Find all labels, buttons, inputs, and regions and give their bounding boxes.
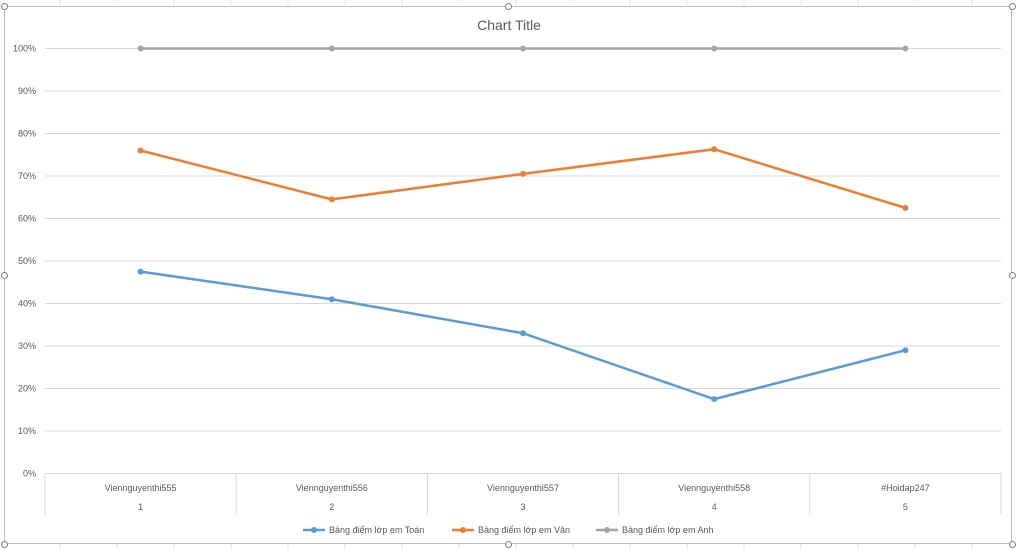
legend-marker	[604, 527, 610, 533]
x-tick-index-label: 2	[329, 502, 334, 512]
legend-marker	[311, 527, 317, 533]
data-point[interactable]	[711, 45, 718, 52]
data-point[interactable]	[520, 45, 526, 52]
y-tick-label: 60%	[18, 214, 36, 224]
data-point[interactable]	[137, 268, 144, 275]
data-point[interactable]	[137, 45, 144, 52]
resize-handle[interactable]	[1008, 540, 1016, 548]
plot-series	[137, 45, 909, 403]
y-tick-label: 30%	[18, 341, 36, 351]
y-tick-label: 100%	[13, 44, 36, 54]
data-point[interactable]	[711, 146, 718, 153]
data-point[interactable]	[711, 396, 718, 403]
y-tick-label: 20%	[18, 384, 36, 394]
resize-handle[interactable]	[504, 2, 512, 10]
x-tick-index-label: 3	[520, 502, 525, 512]
data-point[interactable]	[137, 147, 144, 154]
data-point[interactable]	[328, 296, 335, 303]
y-tick-label: 10%	[18, 426, 36, 436]
data-point[interactable]	[520, 330, 526, 337]
x-tick-index-label: 1	[138, 502, 143, 512]
legend-label: Bảng điểm lớp em Văn	[478, 525, 570, 535]
x-tick-label: Viennguyenthi555	[105, 483, 177, 493]
resize-handle[interactable]	[0, 540, 8, 548]
gridlines	[45, 48, 1001, 474]
x-tick-index-label: 5	[903, 502, 908, 512]
y-tick-label: 80%	[18, 129, 36, 139]
data-point[interactable]	[902, 347, 909, 354]
y-axis-tick-labels: 0% 10% 20% 30% 40% 50% 60% 70% 80% 90% 100%	[13, 44, 36, 479]
data-point[interactable]	[520, 170, 526, 177]
resize-handle[interactable]	[0, 271, 8, 279]
x-tick-label: Viennguyenthi556	[296, 483, 368, 493]
resize-handle[interactable]	[0, 2, 8, 10]
y-tick-label: 0%	[23, 469, 36, 479]
y-tick-label: 90%	[18, 86, 36, 96]
legend-label: Bảng điểm lớp em Anh	[622, 525, 713, 535]
legend-marker	[460, 527, 466, 533]
x-tick-label: Viennguyenthi558	[678, 483, 750, 493]
data-point[interactable]	[902, 45, 909, 52]
y-tick-label: 50%	[18, 256, 36, 266]
x-tick-index-label: 4	[712, 502, 717, 512]
resize-handle[interactable]	[1008, 271, 1016, 279]
chart-title[interactable]: Chart Title	[477, 17, 541, 33]
x-tick-label: Viennguyenthi557	[487, 483, 559, 493]
data-point[interactable]	[328, 45, 335, 52]
y-tick-label: 40%	[18, 299, 36, 309]
data-point[interactable]	[328, 196, 335, 203]
data-point[interactable]	[902, 204, 909, 211]
legend-label: Bảng điểm lớp em Toán	[329, 525, 424, 535]
legend[interactable]: Bảng điểm lớp em Toán Bảng điểm lớp em Vă…	[303, 525, 713, 535]
y-tick-label: 70%	[18, 171, 36, 181]
x-axis: Viennguyenthi555 1 Viennguyenthi556 2 Vienng…	[44, 473, 1002, 515]
series-line-2[interactable]	[140, 147, 906, 210]
resize-handle[interactable]	[504, 540, 512, 548]
resize-handle[interactable]	[1008, 2, 1016, 10]
x-tick-label: #Hoidap247	[881, 483, 930, 493]
